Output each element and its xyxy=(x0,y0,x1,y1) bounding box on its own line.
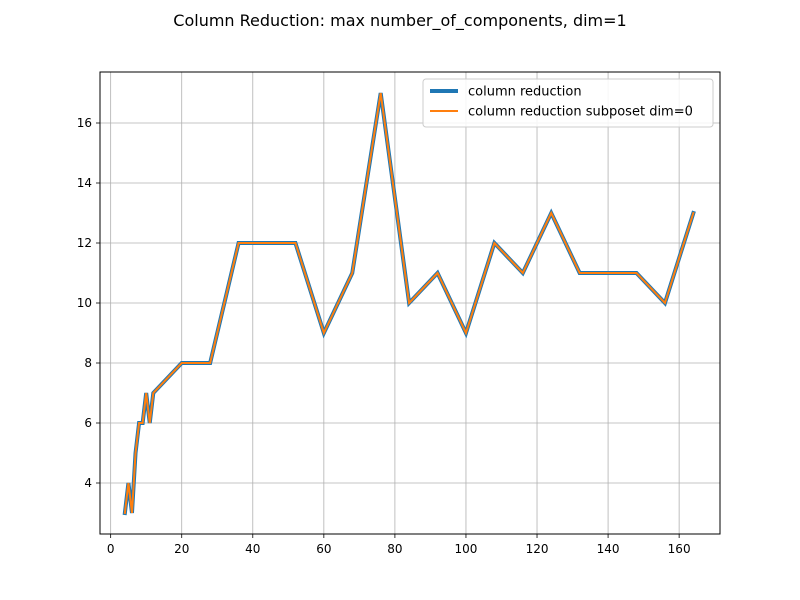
axis-ticks: 0 20 40 60 80 100 120 140 160 4 6 8 10 12 14 16 xyxy=(77,116,691,556)
legend: column reduction column reduction subpose… xyxy=(422,78,714,128)
y-tick-label: 16 xyxy=(77,116,92,130)
y-tick-label: 6 xyxy=(84,416,92,430)
y-tick-label: 4 xyxy=(84,476,92,490)
y-tick-label: 12 xyxy=(77,236,92,250)
legend-label: column reduction subposet dim=0 xyxy=(468,105,693,120)
x-tick-label: 20 xyxy=(174,542,189,556)
x-tick-label: 160 xyxy=(668,542,691,556)
chart-title: Column Reduction: max number_of_componen… xyxy=(173,11,626,31)
y-tick-label: 10 xyxy=(77,296,92,310)
series-line-2 xyxy=(123,92,695,515)
x-tick-label: 40 xyxy=(245,542,260,556)
y-tick-label: 8 xyxy=(84,356,92,370)
x-tick-label: 0 xyxy=(107,542,115,556)
x-tick-label: 140 xyxy=(597,542,620,556)
x-tick-label: 120 xyxy=(526,542,549,556)
x-tick-label: 80 xyxy=(387,542,402,556)
x-tick-label: 100 xyxy=(455,542,478,556)
series-layer xyxy=(122,92,696,516)
y-tick-label: 14 xyxy=(77,176,92,190)
x-tick-label: 60 xyxy=(316,542,331,556)
legend-box xyxy=(422,78,714,128)
legend-label: column reduction xyxy=(468,85,582,100)
